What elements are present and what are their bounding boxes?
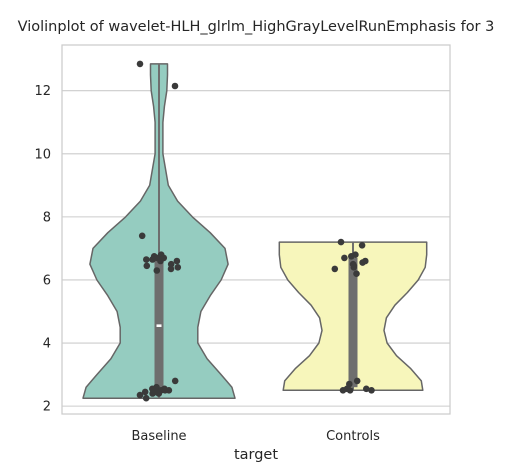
data-point [141, 388, 149, 396]
data-point [337, 238, 345, 246]
data-point [153, 267, 161, 274]
data-point [339, 387, 347, 394]
data-point [143, 256, 150, 263]
data-point [149, 390, 156, 397]
data-point [161, 387, 169, 394]
data-point [174, 264, 182, 271]
data-point [136, 60, 144, 68]
data-point [167, 265, 175, 273]
y-tick-label: 4 [43, 337, 51, 352]
data-point [155, 390, 163, 397]
data-point [346, 387, 354, 394]
data-point [353, 377, 361, 385]
y-tick-label: 2 [43, 400, 51, 415]
data-point [350, 264, 358, 271]
data-point [171, 377, 179, 385]
data-point [136, 391, 144, 399]
data-point [358, 242, 366, 249]
data-point [143, 262, 151, 270]
x-tick-label: Controls [326, 429, 380, 444]
data-point [149, 256, 156, 263]
median-marker [156, 324, 162, 327]
strip-points [136, 60, 375, 402]
data-point [359, 259, 366, 266]
y-tick-label: 10 [34, 147, 51, 162]
data-point [341, 254, 348, 262]
x-axis-label: target [234, 447, 278, 463]
x-tick-label: Baseline [131, 429, 186, 444]
data-point [138, 232, 146, 240]
data-point [157, 257, 164, 265]
x-tick-labels: Baseline Controls [131, 429, 380, 444]
data-point [331, 265, 339, 273]
data-point [363, 385, 370, 393]
data-point [142, 394, 150, 402]
y-tick-label: 12 [34, 84, 51, 99]
data-point [353, 270, 360, 278]
data-point [171, 82, 179, 90]
violins [82, 63, 428, 399]
y-tick-label: 8 [43, 210, 51, 225]
y-tick-labels: 2 4 6 8 10 12 [34, 84, 51, 414]
iqr-box [154, 259, 164, 389]
data-point [348, 252, 355, 260]
data-point [173, 257, 181, 265]
chart-title: Violinplot of wavelet-HLH_glrlm_HighGray… [18, 19, 495, 35]
iqr-box [348, 257, 358, 388]
plot-frame [61, 44, 451, 415]
data-point [167, 260, 175, 268]
y-tick-label: 6 [43, 273, 51, 288]
data-point [368, 387, 375, 394]
